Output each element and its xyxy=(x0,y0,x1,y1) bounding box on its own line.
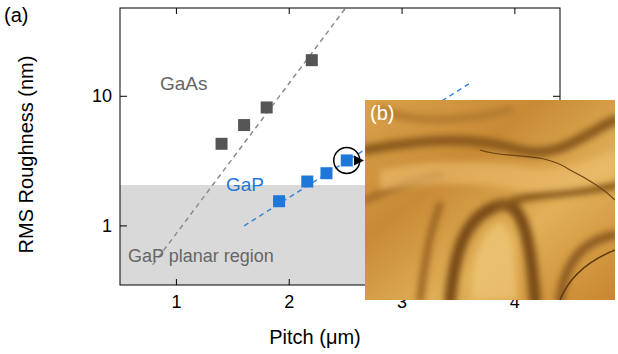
series-label: GaAs xyxy=(160,73,208,94)
y-tick xyxy=(120,96,127,97)
y-axis-title: RMS Roughness (nm) xyxy=(15,56,37,254)
y-tick xyxy=(120,225,127,226)
data-point xyxy=(216,138,228,150)
x-tick-top xyxy=(289,8,290,14)
data-point xyxy=(238,119,250,131)
x-axis-title: Pitch (μm) xyxy=(269,326,361,348)
y-tick-label: 10 xyxy=(92,86,112,106)
x-tick xyxy=(289,279,290,285)
data-point xyxy=(320,167,332,179)
planar-region-label: GaP planar region xyxy=(128,246,274,266)
y-tick-label: 1 xyxy=(102,216,112,236)
series-label: GaP xyxy=(226,174,264,195)
afm-edge xyxy=(480,150,615,200)
data-point xyxy=(301,176,313,188)
afm-ridge xyxy=(380,110,510,119)
afm-edge xyxy=(560,250,615,300)
panel-label: (b) xyxy=(370,102,394,124)
x-tick xyxy=(176,279,177,285)
afm-ridge xyxy=(365,120,615,152)
arrow-head xyxy=(354,155,364,165)
data-point xyxy=(306,54,318,66)
afm-ridge xyxy=(450,204,535,300)
afm-highlight xyxy=(470,222,518,300)
chart-svg: 1234110Pitch (μm)RMS Roughness (nm)GaAsG… xyxy=(0,0,618,354)
x-tick-label: 2 xyxy=(284,292,294,312)
panel-label: (a) xyxy=(4,4,28,26)
x-tick-top xyxy=(402,8,403,14)
afm-background xyxy=(365,100,615,300)
afm-ridge xyxy=(420,205,440,300)
x-tick-label: 1 xyxy=(171,292,181,312)
data-point xyxy=(341,154,353,166)
data-point xyxy=(261,101,273,113)
afm-image xyxy=(365,100,615,300)
data-point xyxy=(273,195,285,207)
figure: 1234110Pitch (μm)RMS Roughness (nm)GaAsG… xyxy=(0,0,618,354)
afm-features xyxy=(365,110,615,300)
afm-highlight xyxy=(380,150,615,191)
x-tick-top xyxy=(176,8,177,14)
x-tick-top xyxy=(514,8,515,14)
y-tick-right xyxy=(553,96,560,97)
fit-line xyxy=(153,8,346,265)
afm-ridge xyxy=(560,235,615,300)
afm-inset xyxy=(365,100,615,300)
